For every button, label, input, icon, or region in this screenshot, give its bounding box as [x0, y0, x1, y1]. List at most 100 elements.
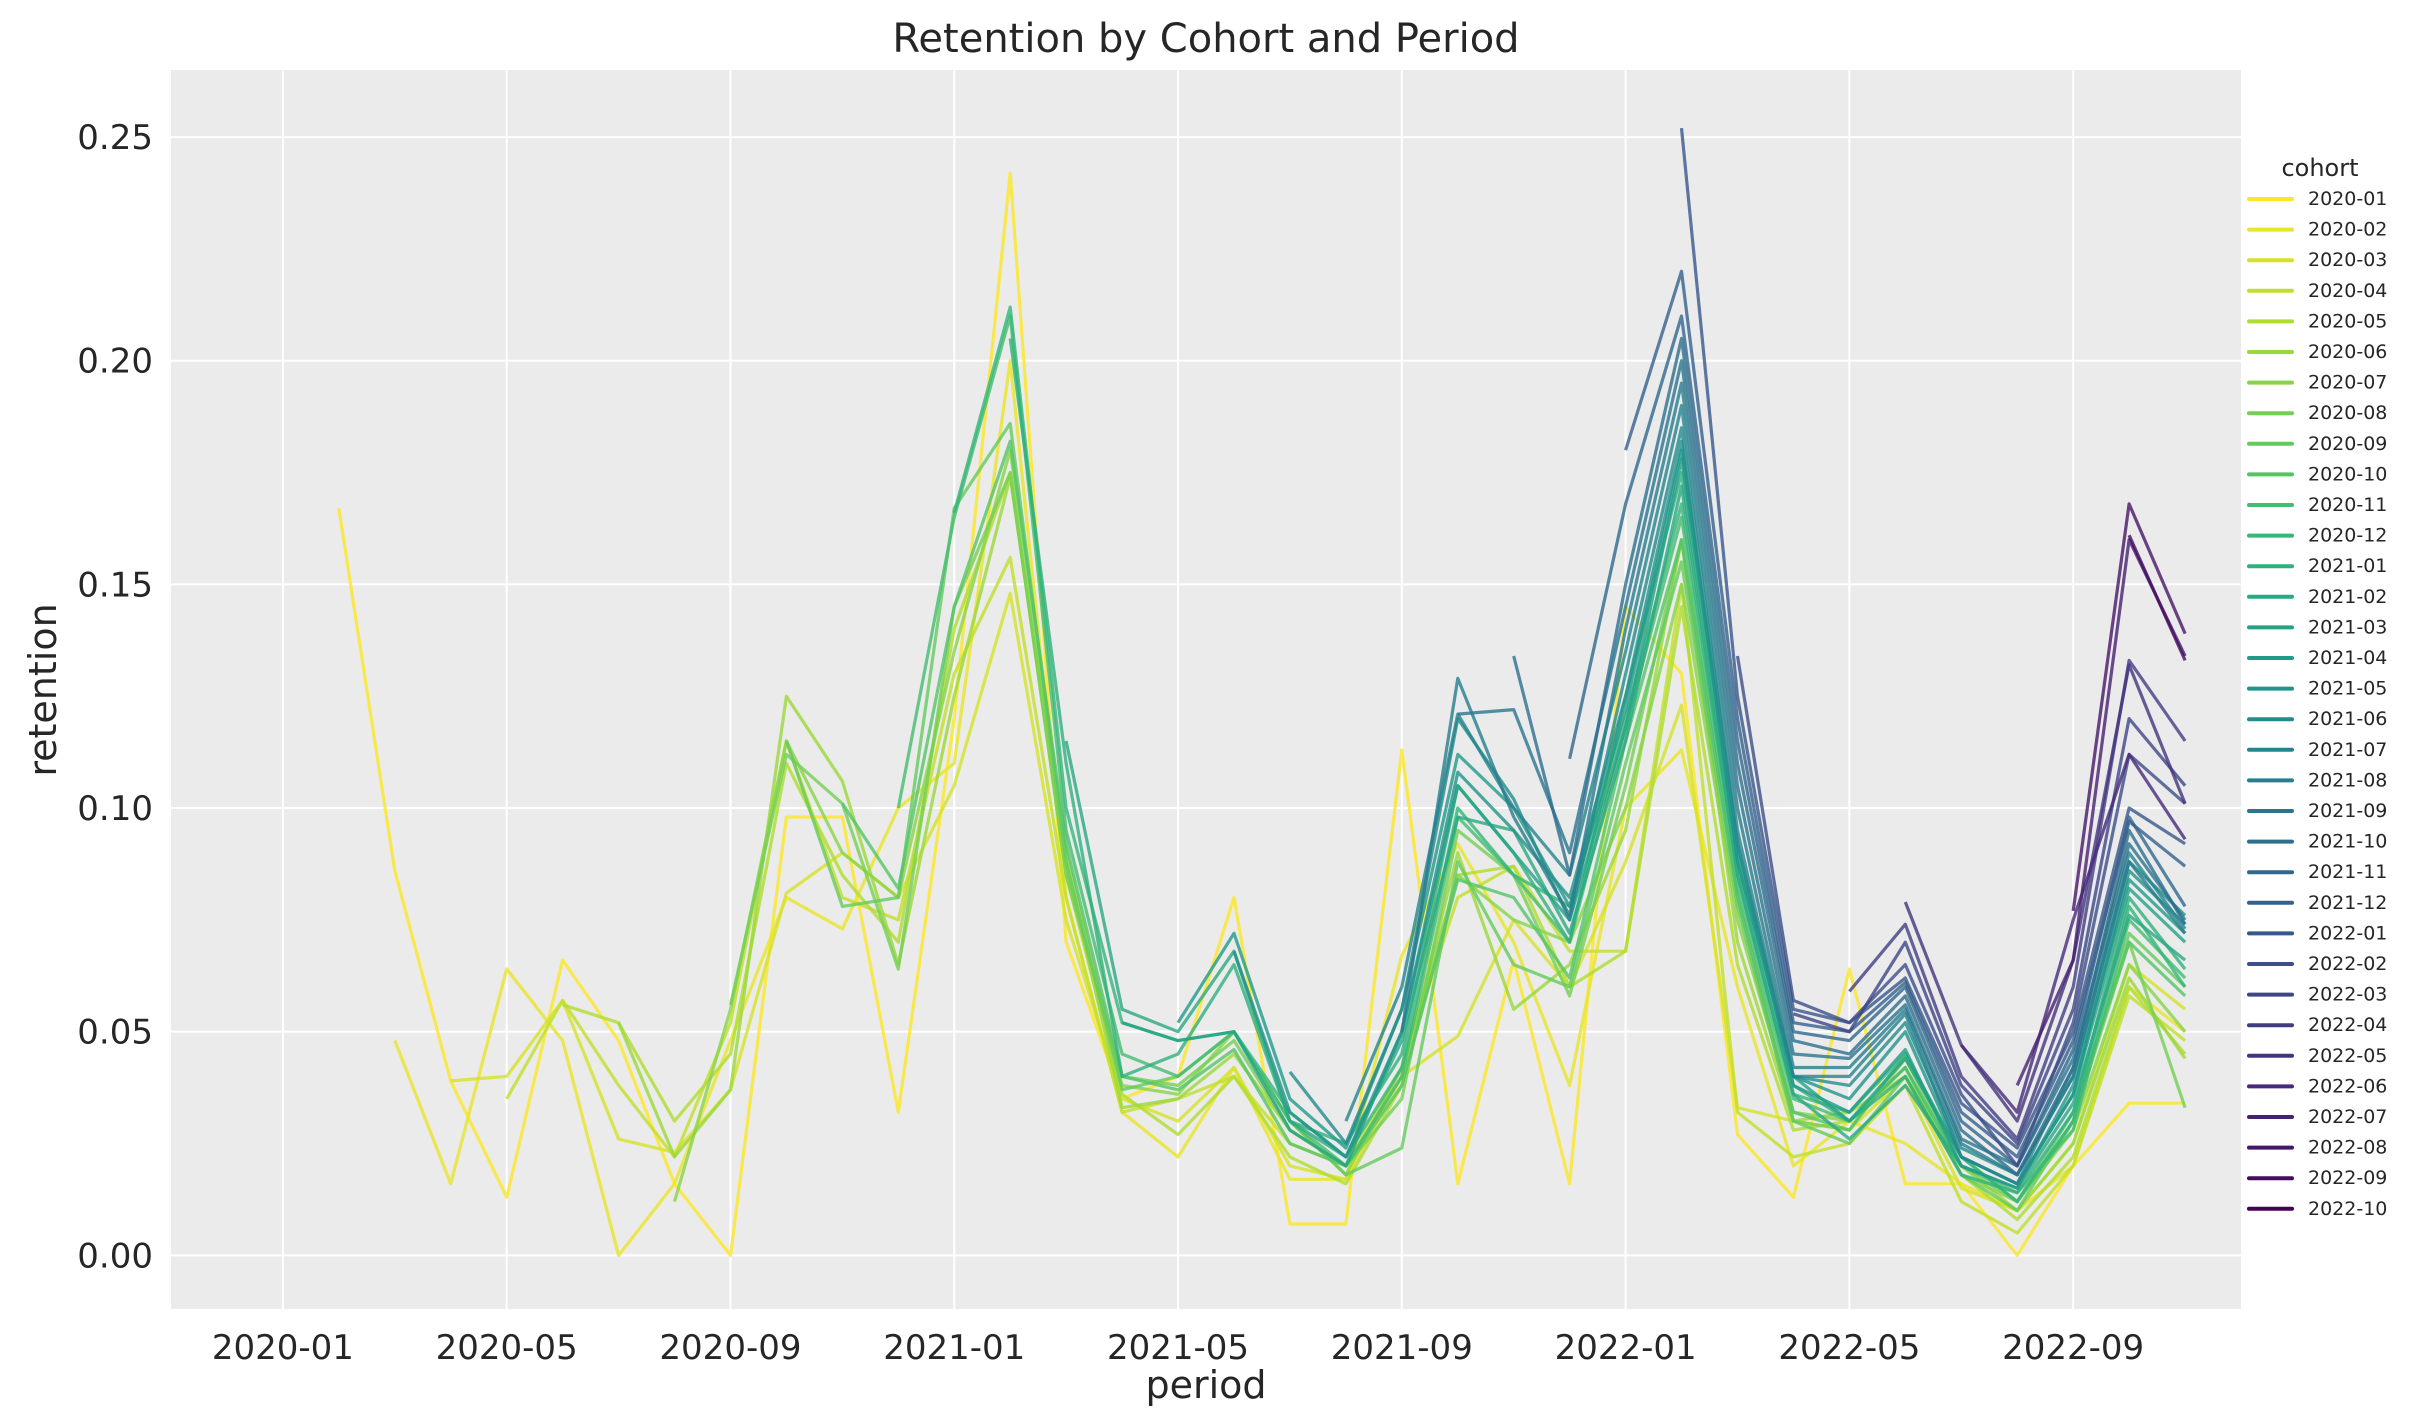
legend-item: 2020-04: [2247, 280, 2387, 302]
y-tick-label: 0.25: [77, 118, 153, 158]
legend-item: 2021-05: [2247, 678, 2387, 700]
x-tick-label: 2020-01: [212, 1328, 354, 1368]
legend-label: 2022-04: [2308, 1014, 2387, 1036]
legend-item: 2022-06: [2247, 1075, 2387, 1097]
x-tick-label: 2022-05: [1778, 1328, 1920, 1368]
legend-item: 2020-02: [2247, 219, 2387, 241]
legend-title: cohort: [2281, 154, 2358, 182]
y-axis-label: retention: [21, 603, 65, 776]
legend-label: 2021-10: [2308, 831, 2387, 853]
legend-label: 2020-03: [2308, 249, 2387, 271]
legend-label: 2020-04: [2308, 280, 2387, 302]
legend-label: 2022-09: [2308, 1167, 2387, 1189]
legend-label: 2022-03: [2308, 984, 2387, 1006]
series-line-2022-04: [1848, 658, 2187, 1141]
legend-item: 2020-01: [2247, 188, 2387, 210]
series-line-2021-11: [1568, 314, 2187, 1168]
legend-item: 2021-11: [2247, 861, 2387, 883]
legend-label: 2020-09: [2308, 433, 2387, 455]
y-tick-label: 0.20: [77, 342, 153, 382]
legend-item: 2021-02: [2247, 586, 2387, 608]
legend-label: 2021-09: [2308, 800, 2387, 822]
legend-item: 2021-07: [2247, 739, 2387, 761]
legend-item: 2021-06: [2247, 708, 2387, 730]
x-tick-label: 2020-05: [436, 1328, 578, 1368]
series-line-2022-08: [2071, 502, 2187, 912]
legend-item: 2020-05: [2247, 310, 2387, 332]
legend-item: 2020-12: [2247, 525, 2387, 547]
legend-item: 2022-05: [2247, 1045, 2387, 1067]
series-line-2021-12: [1624, 269, 2187, 1159]
series-line-2021-09: [1457, 359, 2187, 1168]
legend-item: 2021-03: [2247, 616, 2387, 638]
legend-label: 2020-07: [2308, 372, 2387, 394]
legend-label: 2021-02: [2308, 586, 2387, 608]
y-tick-label: 0.05: [77, 1013, 153, 1053]
legend-item: 2021-08: [2247, 769, 2387, 791]
x-tick-label: 2022-09: [2002, 1328, 2144, 1368]
legend-item: 2020-06: [2247, 341, 2387, 363]
x-axis-label: period: [1145, 1363, 1266, 1407]
series-lines: [337, 127, 2187, 1257]
legend-label: 2020-12: [2308, 525, 2387, 547]
legend-item: 2022-08: [2247, 1137, 2387, 1159]
legend-label: 2021-07: [2308, 739, 2387, 761]
legend-label: 2020-11: [2308, 494, 2387, 516]
series-line-2021-08: [1400, 381, 2187, 1177]
x-tick-label: 2021-01: [883, 1328, 1025, 1368]
y-tick-label: 0.15: [77, 565, 153, 605]
x-tick-label: 2021-09: [1331, 1328, 1473, 1368]
legend-label: 2021-03: [2308, 616, 2387, 638]
x-tick-label: 2022-01: [1555, 1328, 1697, 1368]
legend-item: 2022-10: [2247, 1198, 2387, 1220]
legend-label: 2022-10: [2308, 1198, 2387, 1220]
legend-label: 2021-12: [2308, 892, 2387, 914]
legend-label: 2022-07: [2308, 1106, 2387, 1128]
series-line-2020-01: [337, 171, 2186, 1257]
series-line-2022-01: [1679, 127, 2186, 1150]
legend-label: 2020-01: [2308, 188, 2387, 210]
legend-item: 2022-02: [2247, 953, 2387, 975]
legend-item: 2021-12: [2247, 892, 2387, 914]
y-tick-label: 0.00: [77, 1236, 153, 1276]
legend-label: 2022-08: [2308, 1137, 2387, 1159]
legend-label: 2022-01: [2308, 922, 2387, 944]
legend-item: 2021-10: [2247, 831, 2387, 853]
legend-label: 2020-02: [2308, 219, 2387, 241]
plot-background: [171, 70, 2241, 1309]
y-tick-label: 0.10: [77, 789, 153, 829]
legend-item: 2022-03: [2247, 984, 2387, 1006]
series-line-2021-05: [1232, 439, 2187, 1186]
legend-item: 2021-09: [2247, 800, 2387, 822]
legend-label: 2022-02: [2308, 953, 2387, 975]
legend-label: 2021-08: [2308, 769, 2387, 791]
series-line-2022-03: [1792, 716, 2187, 1146]
legend-item: 2020-07: [2247, 372, 2387, 394]
chart-title: Retention by Cohort and Period: [892, 16, 1519, 62]
legend-label: 2020-08: [2308, 402, 2387, 424]
legend-item: 2021-04: [2247, 647, 2387, 669]
legend: cohort 2020-01 2020-02 2020-03 2020-04 2020-…: [2247, 154, 2387, 1220]
x-tick-label: 2021-05: [1107, 1328, 1249, 1368]
legend-label: 2020-06: [2308, 341, 2387, 363]
legend-label: 2020-05: [2308, 310, 2387, 332]
legend-item: 2022-04: [2247, 1014, 2387, 1036]
series-line-2022-09: [2127, 534, 2187, 662]
y-tick-labels: 0.00 0.05 0.10 0.15 0.20 0.25: [77, 118, 153, 1276]
legend-item: 2020-08: [2247, 402, 2387, 424]
legend-label: 2021-01: [2308, 555, 2387, 577]
legend-label: 2021-06: [2308, 708, 2387, 730]
legend-item: 2021-01: [2247, 555, 2387, 577]
legend-item: 2022-01: [2247, 922, 2387, 944]
legend-label: 2020-10: [2308, 463, 2387, 485]
x-tick-labels: 2020-01 2020-05 2020-09 2021-01 2021-05 2021-…: [212, 1328, 2144, 1368]
series-line-2021-10: [1512, 336, 2187, 1177]
legend-item: 2020-03: [2247, 249, 2387, 271]
legend-item: 2020-11: [2247, 494, 2387, 516]
legend-item: 2020-09: [2247, 433, 2387, 455]
series-line-2022-02: [1735, 655, 2187, 1168]
legend-label: 2022-06: [2308, 1075, 2387, 1097]
series-line-2022-06: [1960, 752, 2187, 1114]
legend-label: 2021-11: [2308, 861, 2387, 883]
